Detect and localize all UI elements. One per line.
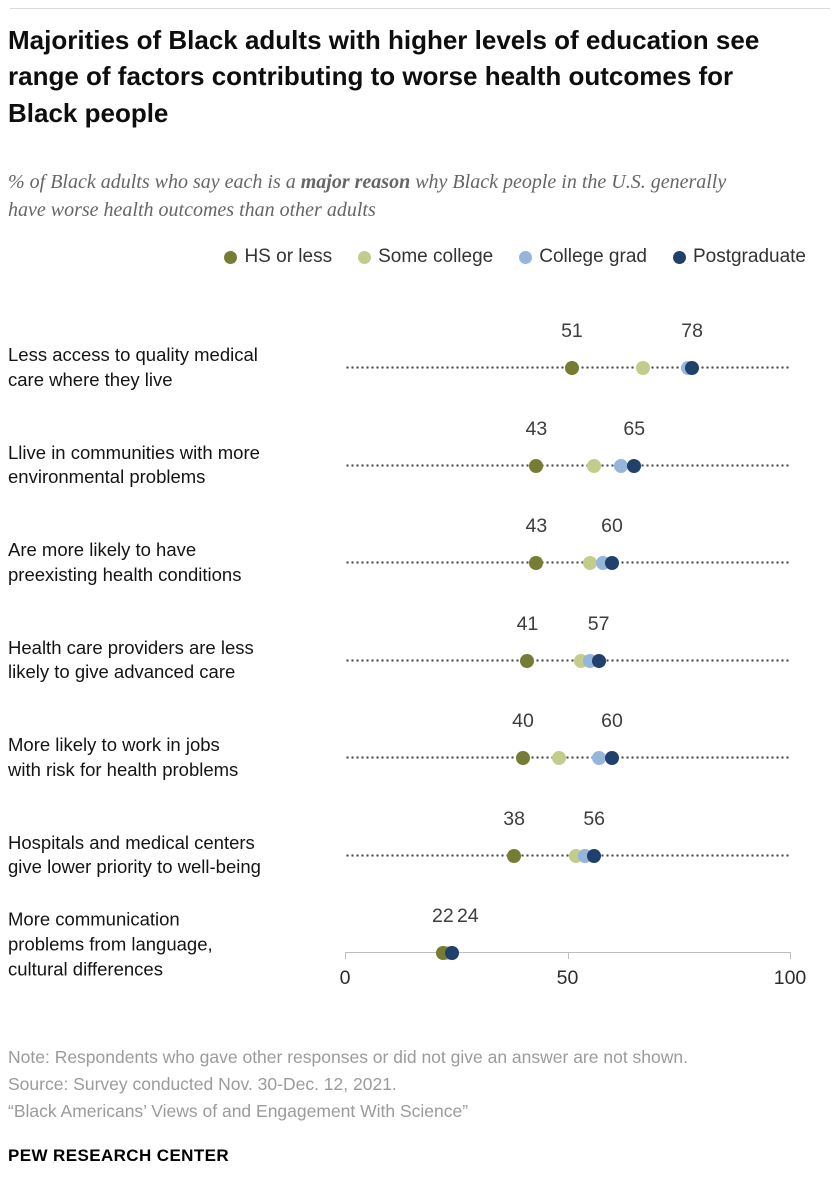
chart-row: More likely to work in jobs with risk fo…: [0, 692, 840, 790]
chart-row: Llive in communities with more environme…: [0, 400, 840, 498]
leader-line: [345, 658, 790, 662]
chart-row: More communication problems from languag…: [0, 887, 840, 989]
dot-postgraduate: [627, 458, 642, 473]
row-plot: 41 57: [345, 595, 790, 693]
dot-hs-or-less: [529, 458, 544, 473]
dot-postgraduate: [444, 946, 459, 960]
legend-item-postgraduate: Postgraduate: [672, 246, 806, 268]
chart-row: Health care providers are less likely to…: [0, 595, 840, 693]
dot-postgraduate: [605, 751, 619, 765]
legend-dot-some-college: [358, 250, 372, 264]
legend-item-college-grad: College grad: [519, 246, 647, 268]
row-plot: 43 60: [345, 497, 790, 595]
axis-tick-label: 100: [773, 967, 807, 989]
axis-tick: [790, 952, 791, 959]
axis-tick: [567, 952, 569, 959]
dot-college-grad: [591, 751, 606, 765]
subtitle-text-suffix: why Black people in the U.S. generally h…: [8, 171, 727, 221]
row-label: Less access to quality medical care wher…: [8, 344, 258, 390]
value-label-high: 24: [456, 905, 479, 927]
dot-hs-or-less: [516, 751, 530, 765]
legend-label: Postgraduate: [692, 246, 806, 267]
brand: PEW RESEARCH CENTER: [8, 1146, 230, 1165]
legend-label: College grad: [539, 246, 647, 267]
leader-line: [345, 561, 790, 564]
row-label: Health care providers are less likely to…: [8, 636, 254, 683]
legend-dot-postgraduate: [672, 250, 686, 264]
leader-line: [345, 756, 790, 759]
dot-postgraduate: [685, 361, 700, 375]
dot-hs-or-less: [520, 653, 535, 668]
axis-tick: [345, 952, 346, 959]
dot-some-college: [636, 361, 651, 375]
row-plot: 51 78: [345, 302, 790, 400]
value-label-high: 56: [583, 807, 606, 830]
chart-row: Hospitals and medical centers give lower…: [0, 790, 840, 888]
legend-label: HS or less: [244, 246, 333, 267]
dot-college-grad: [613, 458, 628, 473]
row-label: Llive in communities with more environme…: [8, 441, 260, 488]
chart-title: Majorities of Black adults with higher l…: [8, 25, 760, 128]
leader-line: [345, 853, 790, 857]
top-divider: [10, 8, 830, 9]
legend-label: Some college: [378, 246, 494, 267]
citation-text: “Black Americans’ Views of and Engagemen…: [8, 1101, 469, 1122]
row-plot: 38 56: [345, 790, 790, 888]
value-label-high: 78: [681, 320, 703, 342]
dot-hs-or-less: [507, 848, 522, 863]
row-label: Are more likely to have preexisting heal…: [8, 539, 242, 585]
row-plot: 22 24 0 50 100: [340, 887, 807, 989]
legend-item-some-college: Some college: [358, 246, 493, 268]
row-label: More likely to work in jobs with risk fo…: [8, 734, 239, 780]
value-label-low: 43: [525, 417, 548, 440]
leader-line: [345, 463, 790, 467]
legend: HS or less Some college College grad Pos…: [0, 246, 806, 268]
chart-row: Less access to quality medical care wher…: [0, 302, 840, 400]
subtitle-emphasis: major reason: [300, 171, 411, 193]
value-label-high: 57: [587, 612, 610, 635]
value-label-low: 40: [512, 710, 534, 732]
value-label-low: 41: [516, 612, 539, 635]
value-label-low: 22: [432, 905, 454, 927]
row-label: More communication problems from languag…: [8, 908, 213, 980]
dot-postgraduate: [605, 556, 619, 570]
value-label-high: 60: [601, 515, 623, 537]
dot-postgraduate: [587, 848, 602, 863]
source-text: Source: Survey conducted Nov. 30-Dec. 12…: [8, 1074, 397, 1095]
dot-hs-or-less: [529, 556, 544, 570]
footer-notes: Note: Respondents who gave other respons…: [8, 1044, 818, 1125]
chart-subtitle: % of Black adults who say each is a majo…: [8, 168, 728, 224]
value-label-high: 60: [601, 710, 623, 732]
dot-plot-chart: Less access to quality medical care wher…: [0, 302, 840, 989]
dot-hs-or-less: [564, 361, 579, 375]
dot-postgraduate: [591, 653, 606, 668]
row-plot: 43 65: [345, 400, 790, 498]
dot-some-college: [551, 751, 566, 765]
row-label: Hospitals and medical centers give lower…: [8, 831, 261, 878]
value-label-low: 51: [561, 320, 583, 342]
axis-tick-label: 50: [556, 967, 579, 989]
value-label-low: 43: [525, 515, 548, 537]
dot-some-college: [582, 556, 597, 570]
legend-dot-college-grad: [519, 250, 533, 264]
dot-some-college: [587, 458, 602, 473]
value-label-low: 38: [503, 807, 525, 830]
legend-item-hs-or-less: HS or less: [224, 246, 332, 268]
axis-tick-label: 0: [339, 967, 351, 989]
legend-dot-hs-or-less: [224, 250, 238, 264]
value-label-high: 65: [623, 417, 646, 440]
subtitle-text-prefix: % of Black adults who say each is a: [8, 171, 301, 193]
chart-row: Are more likely to have preexisting heal…: [0, 497, 840, 595]
row-plot: 40 60: [345, 692, 790, 790]
note-text: Note: Respondents who gave other respons…: [8, 1047, 688, 1067]
